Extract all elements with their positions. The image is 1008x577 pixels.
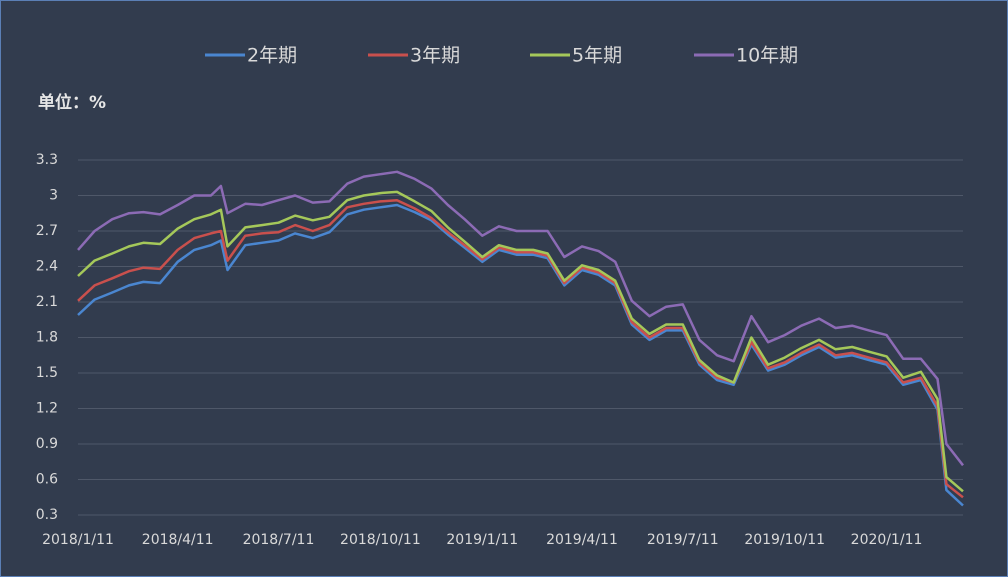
x-tick-label: 2020/1/11 — [851, 532, 923, 548]
series-line — [77, 198, 964, 499]
y-tick-label: 2.1 — [36, 294, 58, 310]
legend-label: 10年期 — [736, 45, 798, 67]
x-tick-label: 2018/1/11 — [42, 532, 114, 548]
x-tick-label: 2018/10/11 — [340, 532, 421, 548]
y-tick-label: 2.7 — [36, 223, 58, 239]
y-tick-label: 2.4 — [36, 259, 58, 275]
series-line — [77, 203, 964, 507]
y-tick-label: 1.2 — [36, 401, 58, 417]
x-tick-label: 2018/4/11 — [142, 532, 214, 548]
y-tick-label: 0.9 — [36, 436, 58, 452]
legend-label: 2年期 — [247, 45, 297, 67]
y-tick-label: 1.5 — [36, 365, 58, 381]
legend-label: 3年期 — [410, 45, 460, 67]
y-tick-label: 3 — [49, 188, 58, 204]
x-tick-label: 2019/7/11 — [647, 532, 719, 548]
x-tick-label: 2018/7/11 — [243, 532, 315, 548]
series-line — [77, 190, 964, 493]
x-tick-label: 2019/10/11 — [744, 532, 825, 548]
y-tick-label: 0.3 — [36, 507, 58, 523]
x-tick-label: 2019/1/11 — [446, 532, 518, 548]
x-tick-label: 2019/4/11 — [546, 532, 618, 548]
y-tick-label: 3.3 — [36, 152, 58, 168]
series-line — [77, 170, 964, 467]
y-tick-label: 0.6 — [36, 472, 58, 488]
y-tick-label: 1.8 — [36, 330, 58, 346]
unit-label: 单位：% — [38, 92, 106, 113]
legend-label: 5年期 — [572, 45, 622, 67]
